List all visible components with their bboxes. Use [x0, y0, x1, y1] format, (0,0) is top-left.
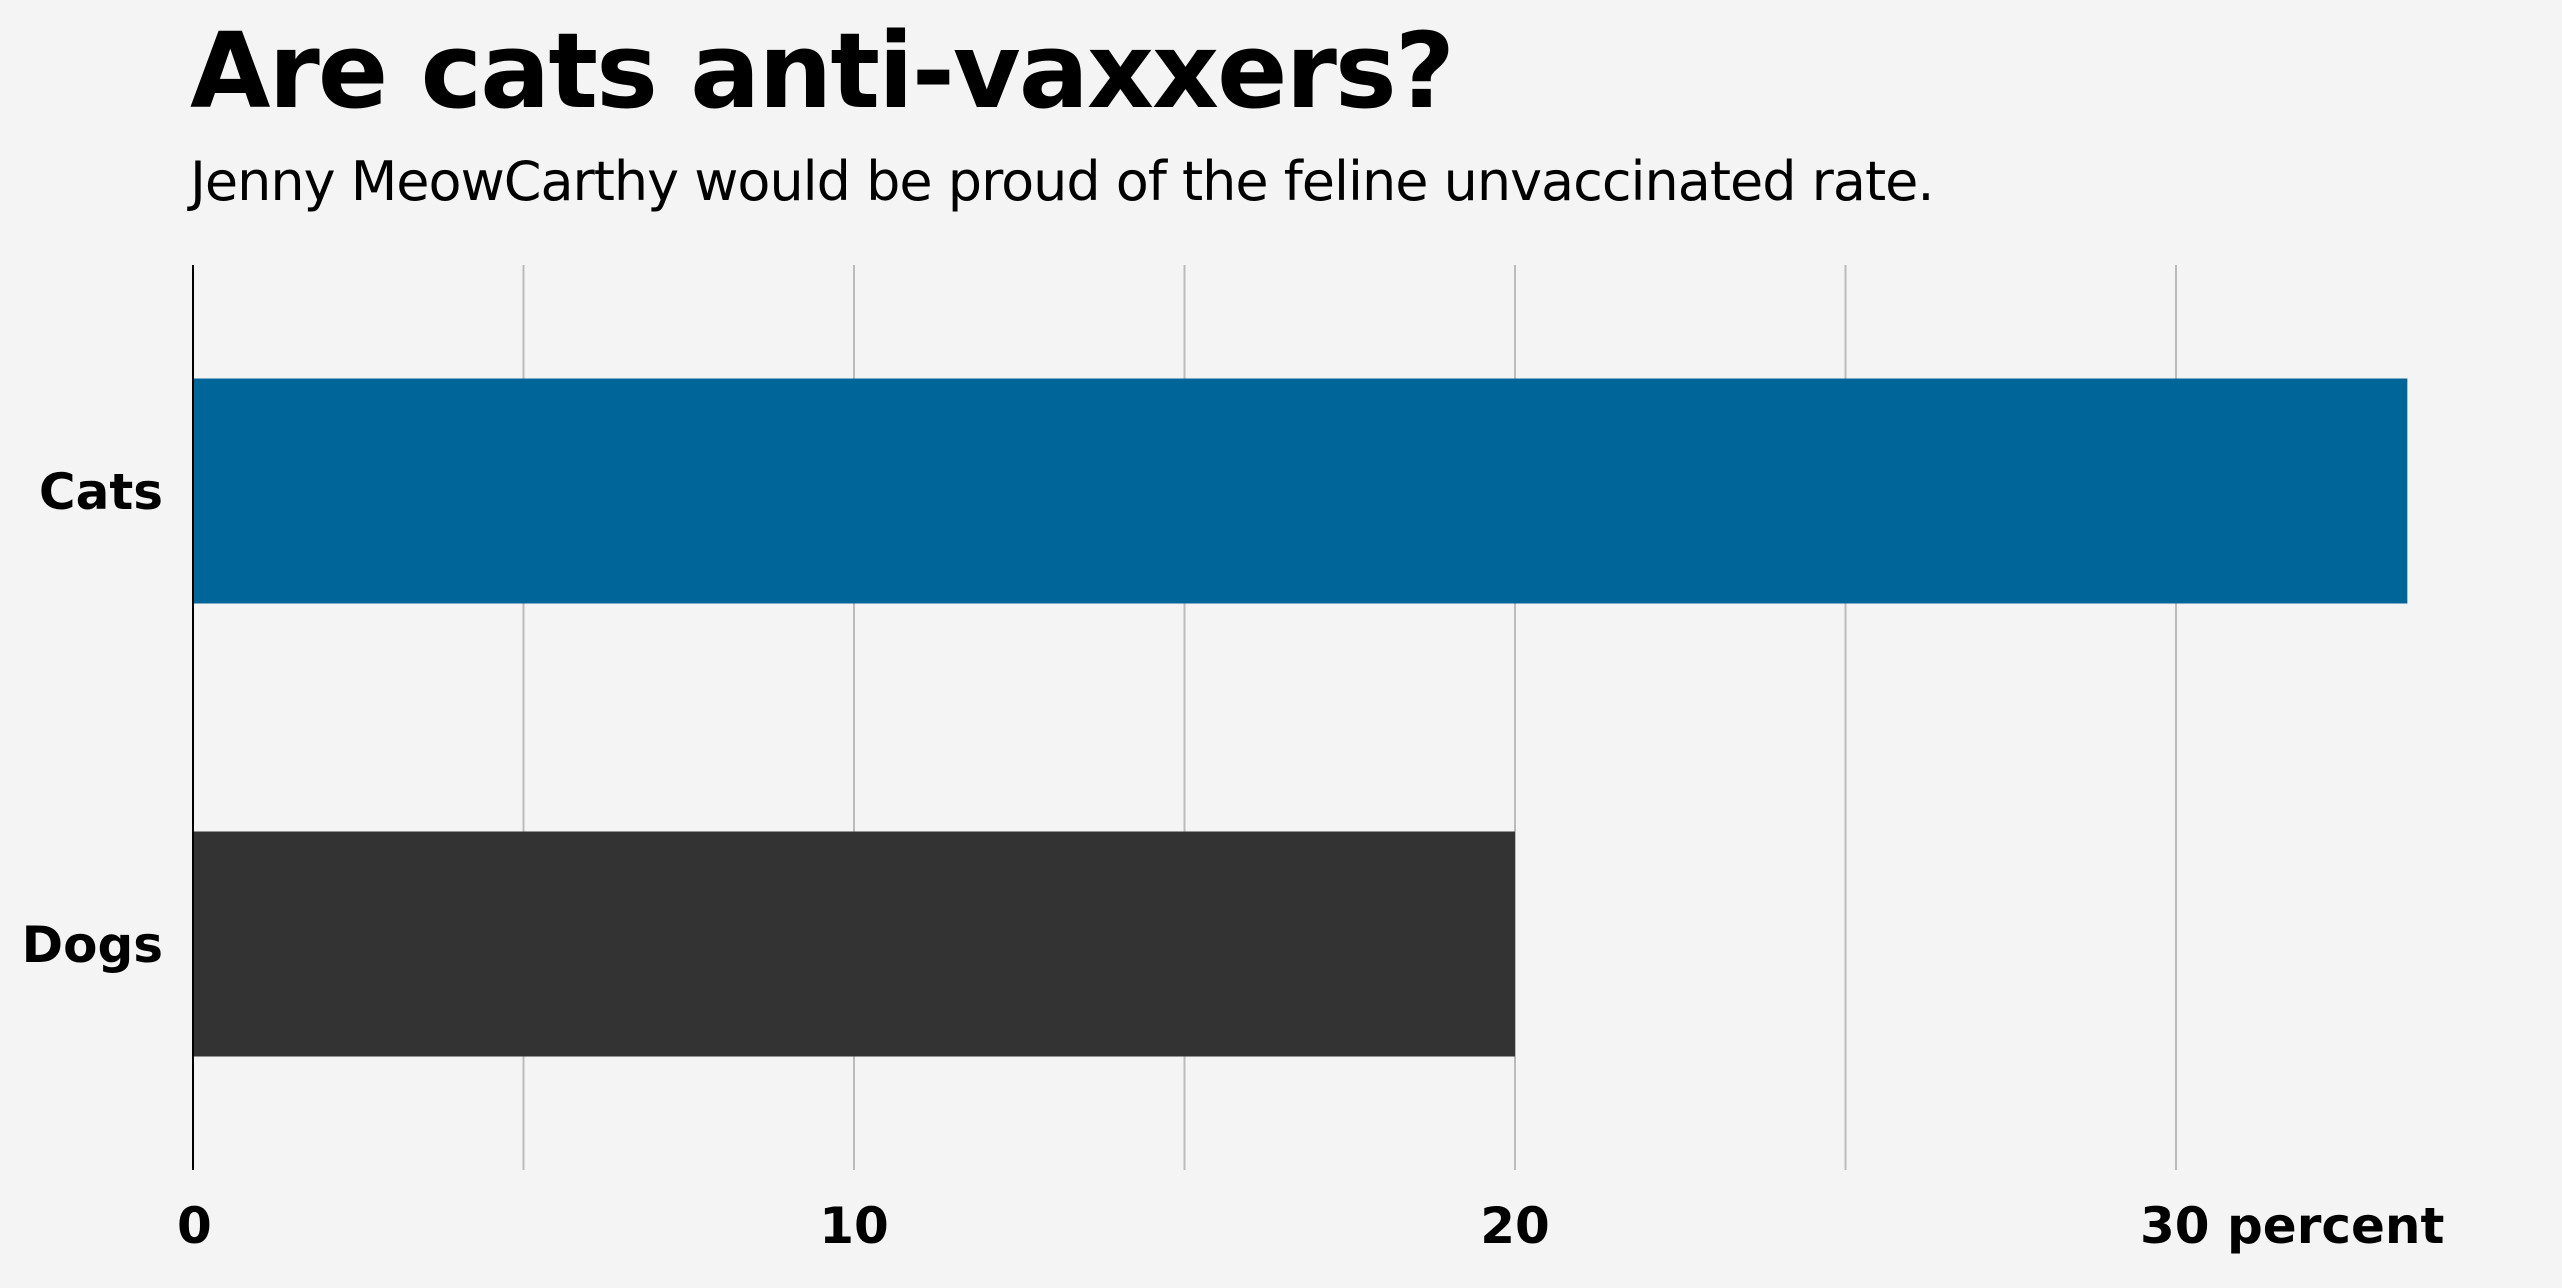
- x-tick-label-30: 30 percent: [2140, 1197, 2444, 1255]
- chart-subtitle: Jenny MeowCarthy would be proud of the f…: [190, 150, 1935, 213]
- x-tick-labels: 0 10 20 30 percent: [177, 1197, 2444, 1255]
- bar-cats: [193, 378, 2408, 604]
- chart-title: Are cats anti-vaxxers?: [190, 10, 1455, 132]
- bars: [193, 378, 2408, 1057]
- bar-dogs: [193, 831, 1515, 1057]
- x-tick-label-0: 0: [177, 1197, 212, 1255]
- category-label-dogs: Dogs: [22, 916, 163, 974]
- category-label-cats: Cats: [39, 463, 163, 521]
- x-tick-label-10: 10: [819, 1197, 889, 1255]
- x-tick-label-20: 20: [1480, 1197, 1550, 1255]
- category-labels: Cats Dogs: [22, 463, 163, 974]
